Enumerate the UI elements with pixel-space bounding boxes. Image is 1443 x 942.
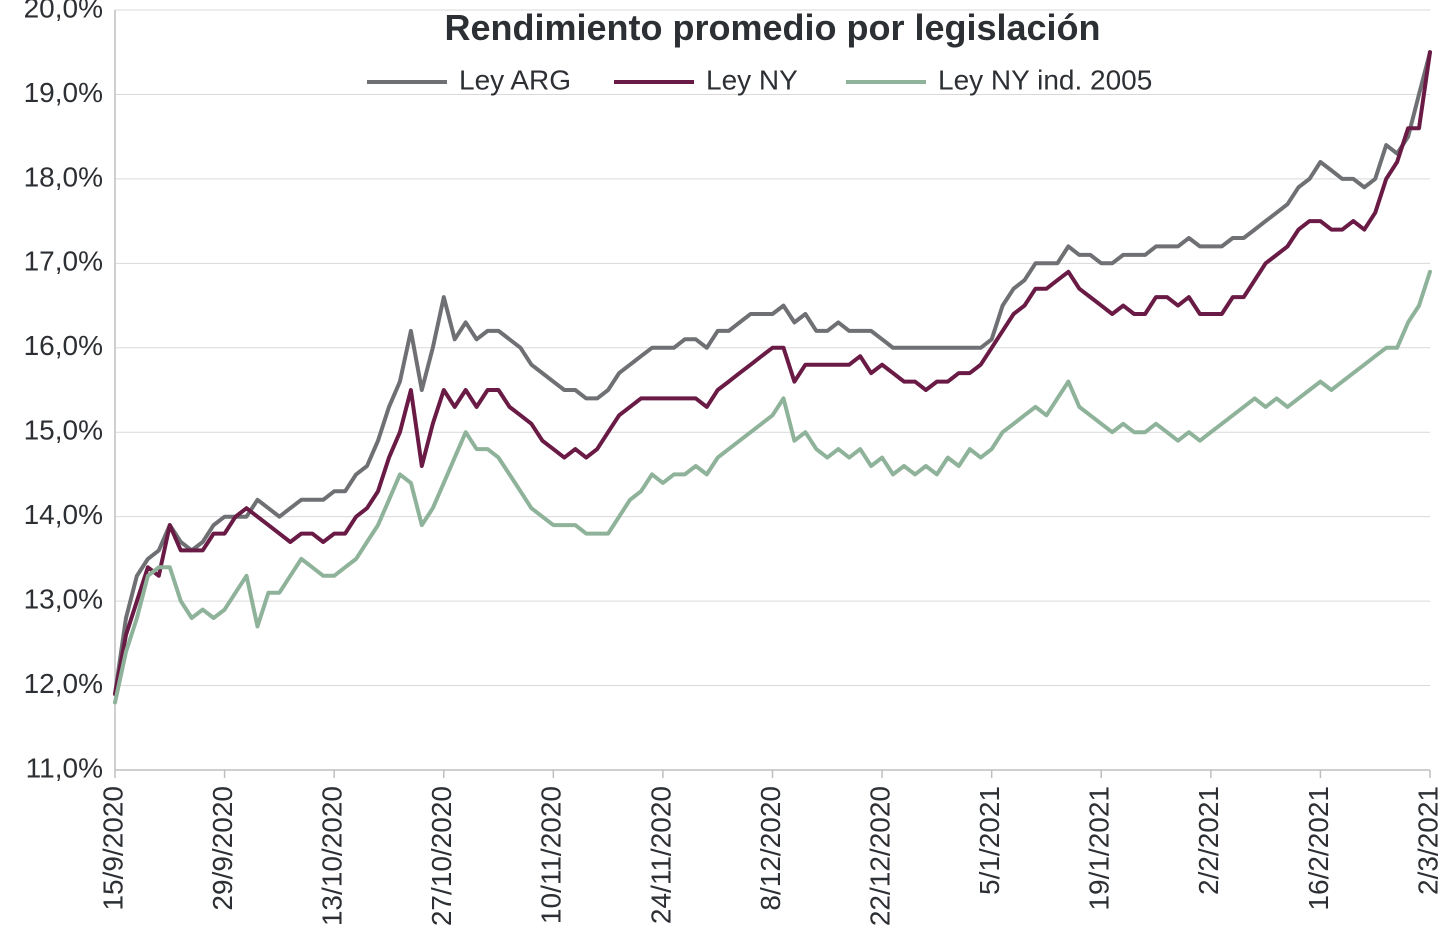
x-tick-label: 8/12/2020 — [755, 786, 786, 911]
x-tick-label: 16/2/2021 — [1303, 786, 1334, 911]
x-tick-label: 2/2/2021 — [1193, 786, 1224, 895]
x-tick-label: 15/9/2020 — [97, 786, 128, 911]
x-tick-label: 13/10/2020 — [317, 786, 348, 926]
y-tick-label: 11,0% — [26, 752, 103, 783]
x-tick-label: 10/11/2020 — [536, 786, 567, 924]
y-tick-label: 15,0% — [24, 415, 103, 446]
legend-label-1: Ley NY — [706, 64, 798, 95]
y-tick-label: 17,0% — [24, 246, 103, 277]
y-tick-label: 13,0% — [24, 584, 103, 615]
x-tick-label: 24/11/2020 — [645, 786, 676, 924]
x-tick-label: 29/9/2020 — [207, 786, 238, 911]
y-tick-label: 19,0% — [24, 77, 103, 108]
line-chart: 11,0% 12,0% 13,0% 14,0% 15,0% 16,0% 17,0% 18,0%… — [0, 0, 1443, 942]
chart-container: 11,0% 12,0% 13,0% 14,0% 15,0% 16,0% 17,0% 18,0%… — [0, 0, 1443, 942]
x-tick-label: 22/12/2020 — [864, 786, 895, 926]
y-tick-label: 12,0% — [24, 668, 103, 699]
y-tick-label: 16,0% — [24, 330, 103, 361]
x-tick-label: 19/1/2021 — [1084, 786, 1115, 911]
x-tick-label: 5/1/2021 — [974, 786, 1005, 895]
chart-title: Rendimiento promedio por legislación — [444, 7, 1100, 48]
x-tick-label: 2/3/2021 — [1412, 786, 1443, 895]
x-tick-label: 27/10/2020 — [426, 786, 457, 926]
y-tick-label: 20,0% — [24, 0, 103, 23]
legend-label-2: Ley NY ind. 2005 — [938, 64, 1152, 95]
legend-label-0: Ley ARG — [459, 64, 571, 95]
y-tick-label: 14,0% — [24, 499, 103, 530]
y-tick-label: 18,0% — [24, 161, 103, 192]
